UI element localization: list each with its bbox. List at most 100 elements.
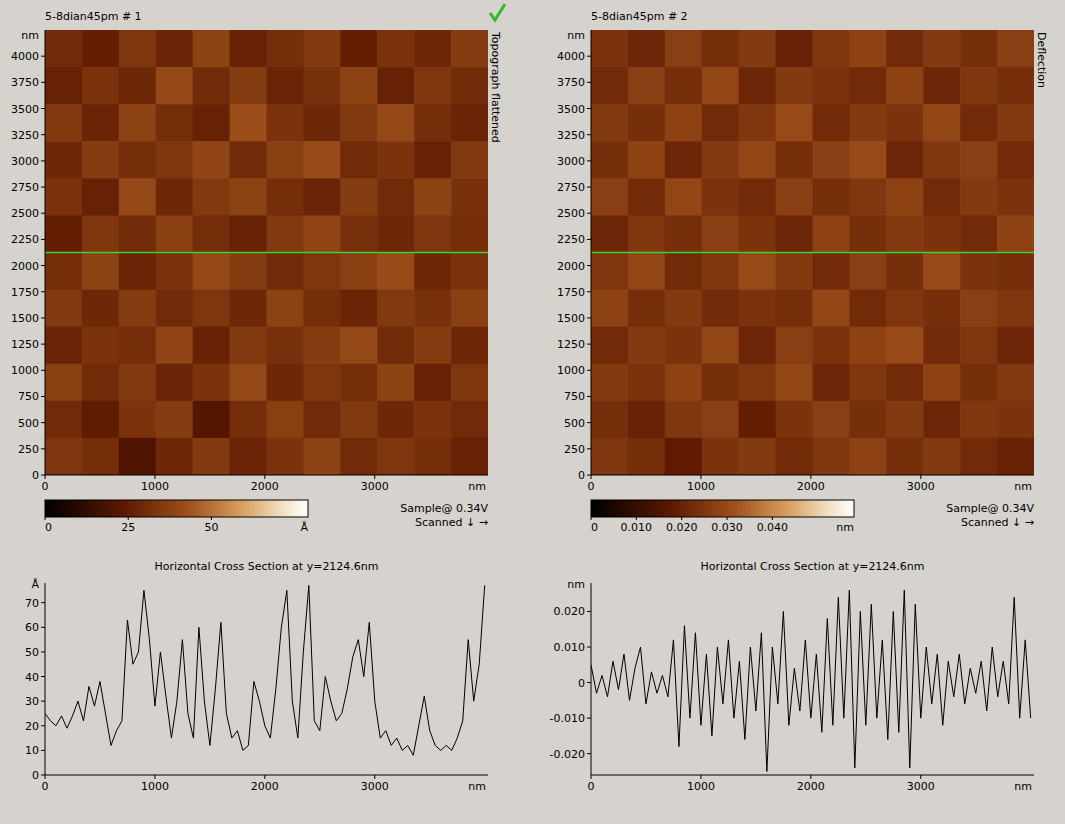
cell [997,253,1034,291]
cell [702,30,740,68]
cell [813,253,851,291]
cell [886,104,924,142]
x-tick-label: 1000 [141,780,169,793]
y-tick-label: 4000 [557,50,585,63]
cell [739,327,777,365]
cell [193,67,231,105]
background [0,0,1065,824]
cell [156,438,194,475]
y-tick [587,82,591,83]
x-unit: nm [1014,780,1032,793]
x-tick-label: 2000 [251,780,279,793]
cell [628,290,666,328]
y-tick [587,265,591,266]
cell [303,30,341,68]
cell [340,290,378,328]
cross-section-panel: Horizontal Cross Section at y=2124.6nm-0… [550,560,1034,793]
colorbar-tick-label: 0 [45,521,52,534]
cell [340,253,378,291]
y-tick [587,475,591,476]
y-tick [587,448,591,449]
cell [886,67,924,105]
cell [377,438,415,475]
check-icon [490,4,505,20]
cell [45,67,83,105]
colorbar-tick-label: 0.010 [621,521,653,534]
cell [377,327,415,365]
cell [45,290,83,328]
cell [739,364,777,402]
y-tick [587,160,591,161]
profile-line [591,590,1031,771]
cell [591,290,629,328]
cell [156,104,194,142]
cell [451,30,488,68]
y-tick-label: 3750 [557,76,585,89]
cell [886,178,924,216]
cell [119,401,157,439]
y-tick-label: 0 [32,769,39,782]
cell [813,104,851,142]
cell [119,364,157,402]
cell [340,67,378,105]
y-tick-label: 2750 [557,181,585,194]
cell [776,67,814,105]
cell [82,401,120,439]
cell [414,290,452,328]
y-tick-label: 3000 [557,155,585,168]
page: 0250500750100012501500175020002250250027… [0,0,1065,824]
cell [960,215,998,253]
y-tick [587,239,591,240]
cell [156,67,194,105]
cell [665,67,703,105]
y-tick-label: 40 [25,671,39,684]
cell [414,401,452,439]
cell [303,364,341,402]
colorbar-tick [772,517,773,520]
y-tick-label: 250 [564,443,585,456]
cell [591,104,629,142]
cell [82,67,120,105]
cell [776,253,814,291]
x-tick [700,775,701,779]
cell [702,290,740,328]
cell [849,401,887,439]
cell [45,401,83,439]
cell [591,215,629,253]
cell [702,364,740,402]
cell [960,67,998,105]
colorbar-tick [211,517,212,520]
cell [923,141,961,179]
cell [267,401,305,439]
y-tick-label: 250 [18,443,39,456]
y-tick [41,134,45,135]
cell [303,438,341,475]
y-tick [41,627,45,628]
y-tick [41,317,45,318]
y-tick-label: 2750 [11,181,39,194]
y-tick [41,82,45,83]
y-tick [41,676,45,677]
y-tick-label: 60 [25,621,39,634]
y-tick-label: 30 [25,695,39,708]
cell [193,104,231,142]
cell [849,215,887,253]
cell [960,401,998,439]
cell [193,30,231,68]
cell [414,178,452,216]
y-tick-label: 3000 [11,155,39,168]
cell [702,253,740,291]
cell [813,364,851,402]
x-tick-label: 2000 [251,480,279,493]
cell [340,364,378,402]
y-axis [45,583,46,775]
cell [303,327,341,365]
cell [591,141,629,179]
cell [849,104,887,142]
cell [665,178,703,216]
y-tick [587,344,591,345]
cross-section-line [45,252,488,254]
cell [45,253,83,291]
x-tick [810,475,811,479]
colorbar-tick [681,517,682,520]
